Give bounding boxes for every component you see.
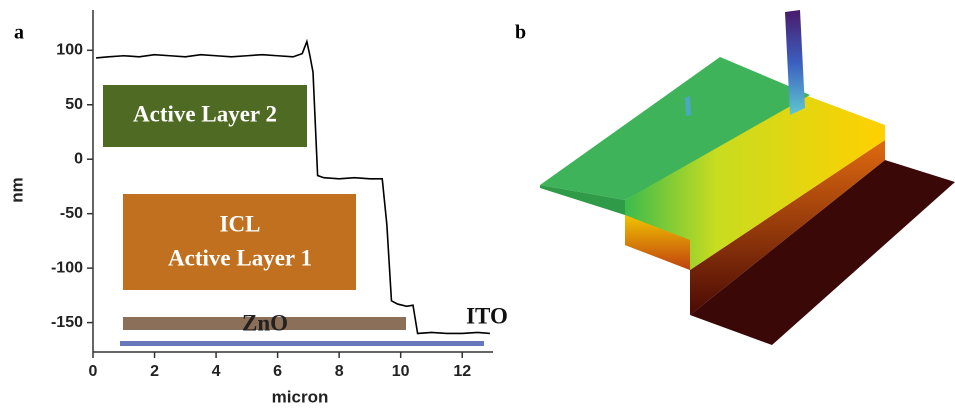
- y-tick-label: 0: [74, 150, 83, 167]
- y-axis-label: nm: [7, 177, 26, 203]
- annotation: ITO: [466, 303, 508, 328]
- x-tick-label: 12: [453, 363, 471, 380]
- x-tick-label: 6: [273, 363, 282, 380]
- layer-box: [120, 341, 484, 346]
- x-tick-label: 0: [89, 363, 98, 380]
- x-tick-label: 8: [335, 363, 344, 380]
- y-tick-label: 100: [56, 42, 83, 59]
- surface-3d: [540, 10, 955, 345]
- annotation: ZnO: [242, 310, 288, 335]
- panel-label: b: [515, 22, 526, 44]
- annotation: ICL: [220, 211, 261, 236]
- panel-label: a: [14, 22, 24, 44]
- y-tick-label: -150: [51, 314, 83, 331]
- annotation: Active Layer 2: [133, 101, 277, 126]
- annotation: Active Layer 1: [168, 245, 312, 270]
- x-tick-label: 2: [150, 363, 159, 380]
- page: Active Layer 2 ICL Active Layer 1 ZnO IT…: [0, 0, 955, 409]
- y-tick-label: -100: [51, 259, 83, 276]
- x-axis-label: micron: [272, 387, 329, 406]
- x-tick-label: 4: [212, 363, 221, 380]
- layer-box: [123, 194, 356, 290]
- y-tick-label: -50: [60, 205, 83, 222]
- y-tick-label: 50: [65, 96, 83, 113]
- x-tick-label: 10: [392, 363, 410, 380]
- figure: Active Layer 2 ICL Active Layer 1 ZnO IT…: [0, 0, 955, 409]
